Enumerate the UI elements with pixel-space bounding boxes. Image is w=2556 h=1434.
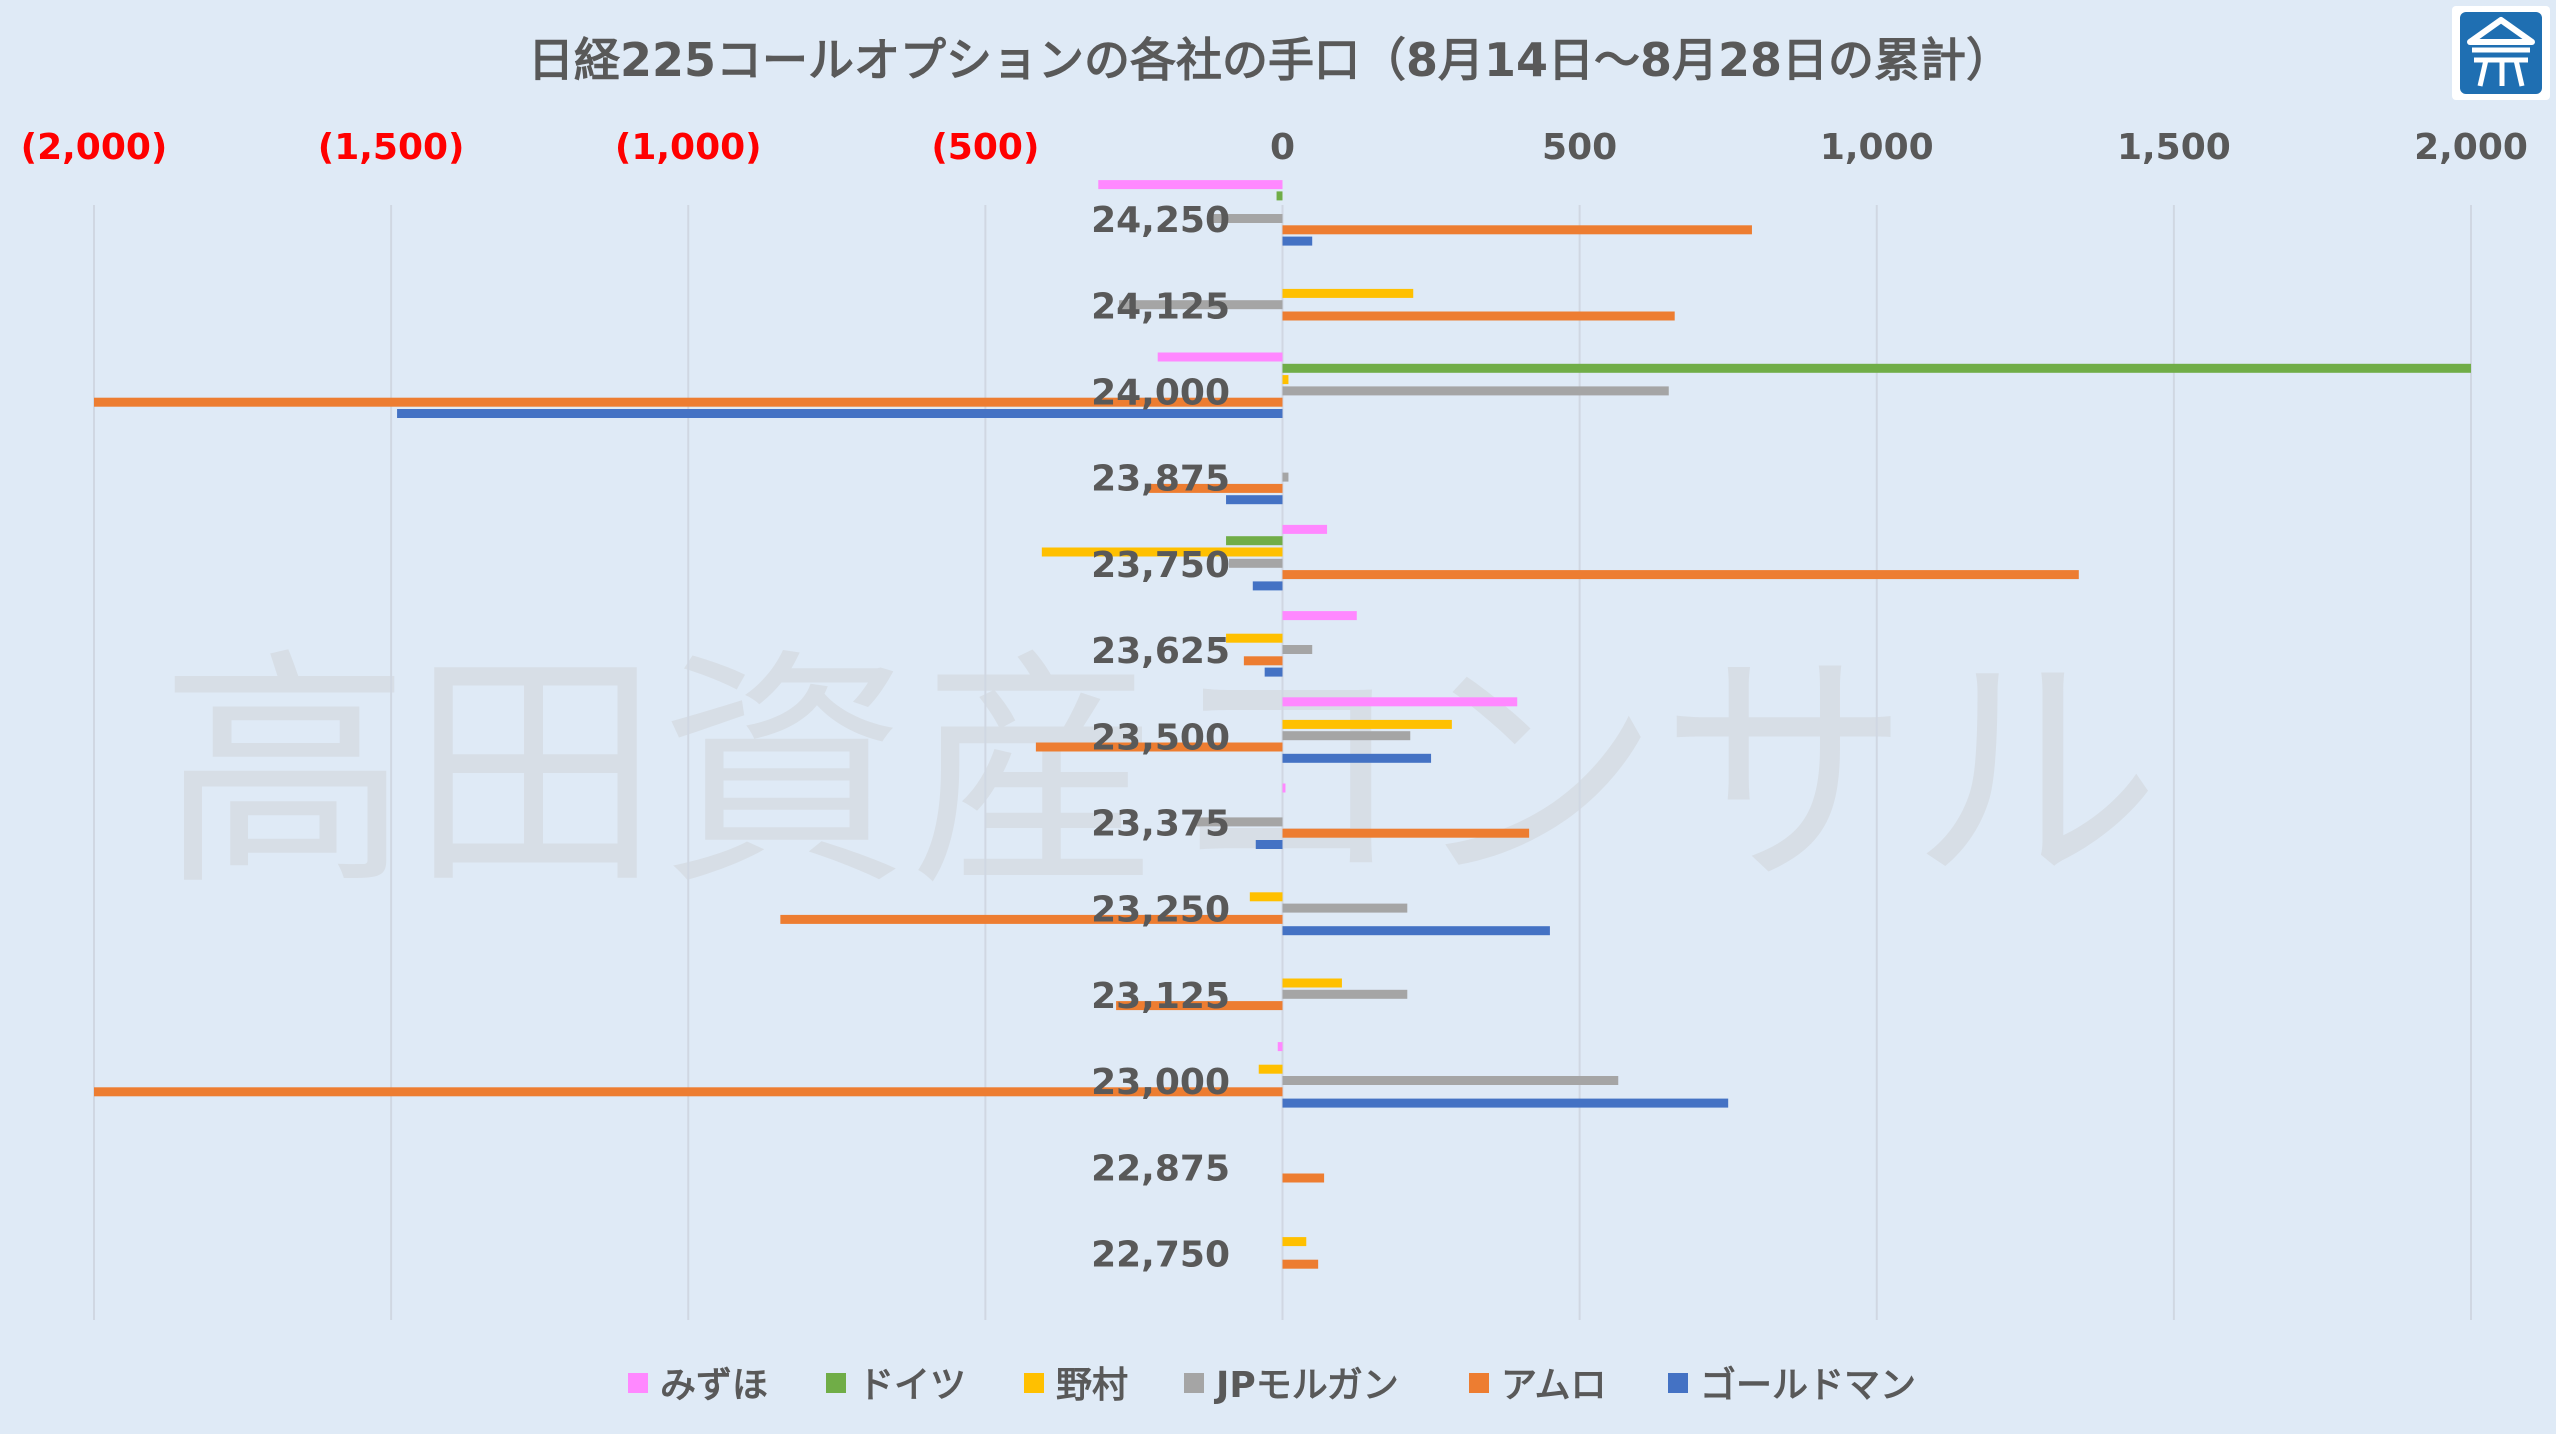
bar <box>1282 1237 1307 1247</box>
x-tick-label: (1,500) <box>318 127 465 168</box>
bar <box>1157 352 1283 362</box>
bar <box>1282 524 1328 534</box>
bar <box>1211 214 1283 223</box>
bars <box>94 180 2471 1269</box>
bar <box>1282 1098 1729 1108</box>
x-tick-label: 500 <box>1542 127 1617 168</box>
bar <box>1282 645 1313 654</box>
bar <box>1282 719 1452 729</box>
legend: みずほ ドイツ 野村 JPモルガン アムロ ゴールドマン <box>628 1364 1916 1406</box>
bar <box>1148 483 1283 493</box>
bar <box>1282 989 1408 999</box>
bar <box>1264 667 1283 677</box>
legend-swatch <box>628 1373 648 1393</box>
legend-swatch <box>1668 1373 1688 1393</box>
x-tick-label: (1,000) <box>615 127 762 168</box>
bar <box>1116 1001 1283 1011</box>
bar <box>1277 1042 1283 1052</box>
category-label: 23,750 <box>1091 545 1230 586</box>
bar <box>1282 697 1518 707</box>
bar <box>780 914 1283 924</box>
bar <box>1282 311 1675 321</box>
watermark-text: 高田資産コンサル <box>160 628 2160 919</box>
bar <box>1282 903 1408 913</box>
bar <box>1282 828 1530 838</box>
bar <box>1229 558 1283 568</box>
bar <box>1282 978 1342 988</box>
category-label: 23,250 <box>1091 890 1230 931</box>
x-axis-ticks: (2,000) (1,500) (1,000) (500) 0 500 1,000 1,500… <box>21 127 2528 168</box>
bar <box>1282 375 1289 385</box>
bar <box>1035 742 1283 752</box>
legend-swatch <box>1469 1373 1489 1393</box>
bar <box>1282 570 2079 580</box>
category-label: 22,875 <box>1091 1148 1230 1189</box>
bar <box>1282 1259 1319 1269</box>
legend-swatch <box>826 1373 846 1393</box>
category-label: 23,625 <box>1091 631 1230 672</box>
bar <box>1226 633 1283 643</box>
bar <box>1282 1173 1325 1183</box>
category-label: 23,125 <box>1091 976 1230 1017</box>
bar <box>397 409 1283 418</box>
grid <box>93 205 2472 1320</box>
bar <box>1226 495 1283 505</box>
bar <box>94 397 1283 407</box>
bar <box>1282 225 1752 235</box>
bar <box>1282 926 1550 936</box>
x-tick-label: (2,000) <box>21 127 168 168</box>
bar <box>1282 611 1357 621</box>
legend-swatch <box>1184 1373 1204 1393</box>
bar <box>1119 300 1283 310</box>
legend-label: 野村 <box>1056 1365 1128 1406</box>
bar <box>1282 386 1669 396</box>
bar <box>1282 288 1414 298</box>
category-label: 23,500 <box>1091 717 1230 758</box>
bar <box>1282 236 1313 246</box>
bar <box>1193 817 1283 827</box>
category-label: 22,750 <box>1091 1235 1230 1276</box>
bar <box>1243 656 1283 666</box>
bar <box>1282 753 1432 763</box>
x-tick-label: 1,500 <box>2117 127 2231 168</box>
x-tick-label: 1,000 <box>1820 127 1934 168</box>
bar <box>1041 547 1283 557</box>
legend-label: ゴールドマン <box>1700 1364 1916 1406</box>
bar <box>1249 892 1283 902</box>
bar <box>1282 472 1289 482</box>
x-tick-label: 2,000 <box>2414 127 2528 168</box>
category-label: 24,250 <box>1091 200 1230 241</box>
bar <box>1226 536 1283 546</box>
chart-title: 日経225コールオプションの各社の手口（8月14日～8月28日の累計） <box>528 33 2012 87</box>
bar <box>1252 581 1283 591</box>
category-label: 24,000 <box>1091 373 1230 414</box>
legend-label: JPモルガン <box>1213 1365 1399 1406</box>
bar <box>1258 1064 1283 1074</box>
bar <box>1098 180 1283 190</box>
category-label: 23,000 <box>1091 1062 1230 1103</box>
bar <box>1282 363 2471 373</box>
legend-swatch <box>1024 1373 1044 1393</box>
brand-logo-icon <box>2452 6 2550 100</box>
x-tick-label: (500) <box>931 127 1039 168</box>
legend-label: アムロ <box>1501 1365 1606 1406</box>
bar <box>1276 191 1283 201</box>
category-labels: 24,250 24,125 24,000 23,875 23,750 23,625 23,5… <box>1091 200 1230 1275</box>
category-label: 23,875 <box>1091 459 1230 500</box>
legend-label: ドイツ <box>858 1365 966 1406</box>
category-label: 24,125 <box>1091 286 1230 327</box>
bar <box>1282 731 1411 741</box>
bar <box>1255 840 1283 849</box>
legend-label: みずほ <box>660 1365 768 1406</box>
bar <box>1282 783 1286 793</box>
category-label: 23,375 <box>1091 804 1230 845</box>
bar <box>94 1087 1283 1097</box>
bar <box>1282 1076 1619 1085</box>
x-tick-label: 0 <box>1270 127 1295 168</box>
